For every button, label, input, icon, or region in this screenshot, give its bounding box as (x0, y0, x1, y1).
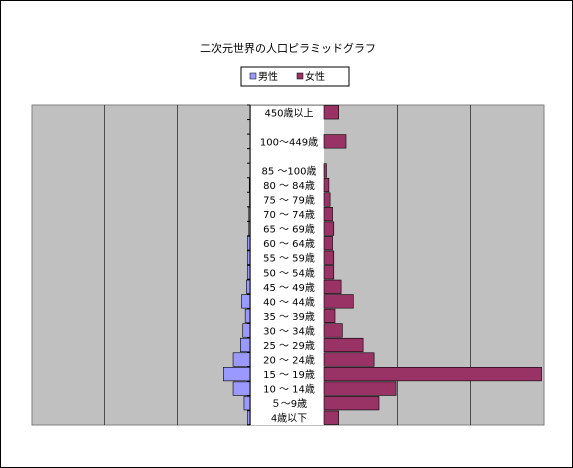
category-labels: 4歳以下 ５～9歳 10 ～ 14歳 15 ～ 19歳 20 ～ 24歳 25 ～ 29歳… (260, 107, 318, 424)
age-label: 450歳以上 (264, 107, 313, 119)
bar-male (232, 352, 251, 367)
age-label: 10 ～ 14歳 (263, 384, 315, 396)
bar-male (246, 279, 251, 294)
label-band (251, 106, 324, 425)
age-label: 75 ～ 79歳 (263, 195, 315, 207)
bar-female (323, 221, 335, 236)
age-label: 15 ～ 19歳 (263, 369, 315, 381)
legend-label-male: 男性 (258, 70, 278, 83)
bar-female (323, 163, 327, 178)
legend-swatch-male (249, 72, 257, 80)
age-label: 70 ～ 74歳 (263, 209, 315, 221)
bar-male (244, 308, 251, 323)
bars (223, 105, 542, 425)
age-label: ５～9歳 (271, 398, 307, 410)
bar-female (323, 207, 333, 222)
bar-female (323, 177, 330, 193)
bar-female (323, 396, 380, 411)
bar-female (323, 250, 335, 265)
category-axis (247, 104, 251, 426)
bar-female (323, 323, 343, 338)
age-label: 80 ～ 84歳 (263, 180, 315, 192)
bar-female (323, 352, 375, 367)
bar-male (223, 367, 251, 382)
legend-box (240, 66, 350, 87)
age-label: 20 ～ 24歳 (263, 355, 315, 367)
bar-female (323, 105, 339, 120)
bar-female (323, 134, 347, 149)
bar-female (323, 236, 333, 251)
age-label: 60 ～ 64歳 (263, 238, 315, 250)
bar-female (323, 367, 542, 382)
age-label: 100～449歳 (260, 136, 318, 148)
age-label: 45 ～ 49歳 (263, 282, 315, 294)
age-label: 55 ～ 59歳 (263, 253, 315, 265)
bar-male (243, 396, 251, 411)
age-label: 30 ～ 34歳 (263, 325, 315, 337)
chart-title: 二次元世界の人口ピラミッドグラフ (200, 41, 376, 55)
bar-male (242, 323, 251, 338)
bar-male (241, 294, 251, 309)
bar-male (232, 381, 251, 396)
bar-female (323, 192, 331, 207)
bar-male (240, 337, 251, 353)
legend-label-female: 女性 (305, 70, 325, 83)
age-label: 40 ～ 44歳 (263, 296, 315, 308)
age-label: 50 ～ 54歳 (263, 267, 315, 279)
bar-female (323, 279, 342, 294)
age-label: 35 ～ 39歳 (263, 311, 315, 323)
age-label: 85 ～100歳 (262, 165, 317, 177)
age-label: 4歳以下 (271, 413, 307, 425)
bar-female (323, 337, 364, 353)
legend-swatch-female (296, 72, 304, 80)
bar-female (323, 381, 397, 396)
legend: 男性 女性 (240, 66, 350, 87)
age-label: 25 ～ 29歳 (263, 340, 315, 352)
bar-female (323, 308, 336, 323)
bar-female (323, 410, 339, 425)
age-label: 65 ～ 69歳 (263, 224, 315, 236)
bar-female (323, 294, 354, 309)
bar-female (323, 265, 335, 280)
